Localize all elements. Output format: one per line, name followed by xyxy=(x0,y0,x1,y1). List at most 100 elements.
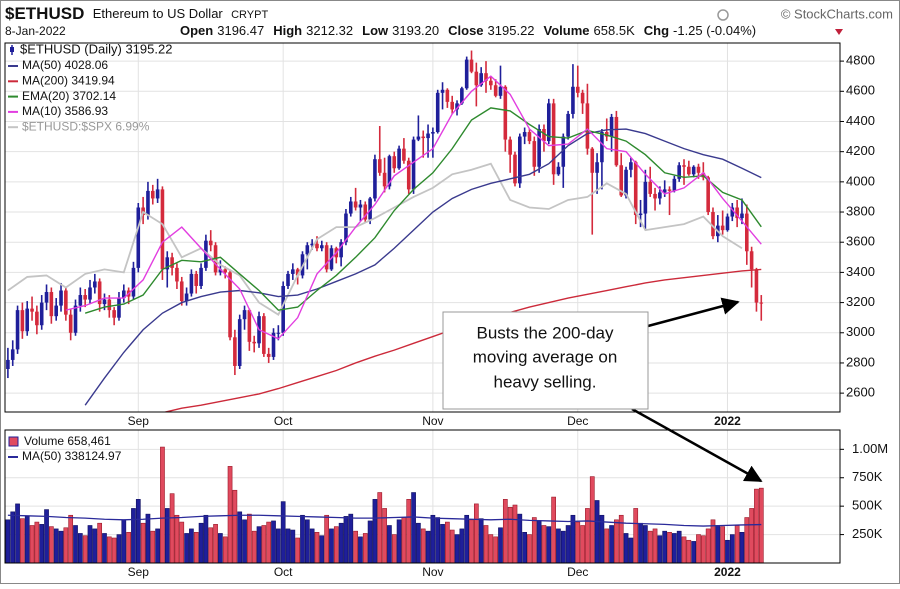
arrow xyxy=(631,407,763,483)
candle-body xyxy=(455,103,459,110)
candle-body xyxy=(546,103,551,142)
volume-bar xyxy=(565,525,571,563)
x-tick-label: 2022 xyxy=(714,565,741,579)
candle-body xyxy=(701,172,706,178)
volume-bar xyxy=(73,525,78,563)
candle-body xyxy=(276,332,281,334)
volume-bar xyxy=(473,503,479,563)
legend-entry: MA(10) 3586.93 xyxy=(22,104,108,118)
volume-bar xyxy=(261,525,267,563)
candle-body xyxy=(237,319,242,366)
volume-bar xyxy=(111,537,117,563)
legend-entry: EMA(20) 3702.14 xyxy=(22,89,116,103)
volume-bar xyxy=(599,514,605,563)
line xyxy=(7,162,743,316)
volume-bar xyxy=(189,528,194,563)
volume-bar xyxy=(449,529,455,563)
candle-body xyxy=(749,251,754,270)
candle-body xyxy=(464,59,469,89)
volume-bar xyxy=(594,500,600,563)
candle-body xyxy=(377,159,382,173)
x-tick-label: 2022 xyxy=(714,414,741,428)
candle-body xyxy=(672,178,677,191)
candle-body xyxy=(93,281,97,288)
volume-bar xyxy=(198,522,204,563)
volume-bar xyxy=(541,525,547,563)
volume-bar xyxy=(106,536,112,563)
volume-bar xyxy=(585,508,590,563)
x-tick-label: Nov xyxy=(422,414,443,428)
candle-body xyxy=(460,88,464,104)
candle-body xyxy=(440,89,445,93)
volume-bar xyxy=(420,528,426,563)
volume-bar xyxy=(290,529,296,563)
volume-bar xyxy=(734,525,740,563)
volume-bar xyxy=(416,522,421,563)
candle-body xyxy=(271,332,276,357)
volume-bar xyxy=(647,530,653,563)
volume-bar xyxy=(53,528,59,563)
volume-bar xyxy=(493,536,499,563)
volume-bar xyxy=(411,492,416,563)
candle-body xyxy=(353,201,358,208)
candle-body xyxy=(392,156,397,169)
stat-value: -1.25 (-0.04%) xyxy=(673,23,756,38)
stat-value: 658.5K xyxy=(594,23,636,38)
line xyxy=(65,75,762,340)
candle-body xyxy=(242,310,247,320)
volume-bar xyxy=(213,524,218,563)
volume-bar xyxy=(739,532,745,563)
x-tick-label: Dec xyxy=(567,565,588,579)
volume-bar xyxy=(333,526,339,563)
volume-bar xyxy=(531,517,537,563)
volume-bar xyxy=(97,522,103,563)
candle-body xyxy=(595,162,599,173)
candle-body xyxy=(754,269,759,303)
candle-body xyxy=(566,113,570,137)
candle-body xyxy=(633,162,638,216)
volume-bar xyxy=(560,530,566,563)
volume-bar xyxy=(401,517,407,563)
legend-entry: MA(200) 3419.94 xyxy=(22,73,115,87)
stat-label: Close xyxy=(448,23,483,38)
volume-bar xyxy=(715,525,721,563)
candle-body xyxy=(146,190,150,216)
candle-body xyxy=(30,308,34,312)
candle-body xyxy=(150,190,155,199)
volume-bar xyxy=(676,530,682,563)
volume-bar xyxy=(720,526,725,563)
candle-body xyxy=(44,292,49,303)
volume-bar xyxy=(445,521,450,563)
volume-bar xyxy=(729,534,735,563)
stat-label: Open xyxy=(180,23,213,38)
candle-body xyxy=(600,132,604,163)
header: $ETHUSD Ethereum to US Dollar CRYPT xyxy=(5,4,268,23)
candle-body xyxy=(88,287,92,300)
volume-bar xyxy=(232,489,238,563)
candle-body xyxy=(542,129,546,142)
candle-body xyxy=(358,204,363,208)
volume-bar xyxy=(285,528,291,563)
stat-value: 3196.47 xyxy=(217,23,264,38)
volume-bar xyxy=(749,508,754,563)
candle-body xyxy=(735,207,739,219)
candle-body xyxy=(484,73,488,81)
volume-bar xyxy=(150,530,156,563)
candle-body xyxy=(218,269,223,273)
candle-body xyxy=(368,198,372,220)
candle-body xyxy=(25,308,30,332)
candle-body xyxy=(373,159,377,199)
volume-bar xyxy=(435,517,441,563)
volume-bar xyxy=(657,535,663,563)
volume-bar xyxy=(575,521,581,563)
candle-body xyxy=(136,207,141,268)
y-tick-label: 750K xyxy=(852,469,883,484)
candle-body xyxy=(73,305,78,333)
volume-bar xyxy=(121,519,127,563)
volume-bar xyxy=(237,511,243,563)
volume-bar xyxy=(92,528,98,563)
legend-swatch xyxy=(10,47,14,52)
candle-body xyxy=(624,169,628,196)
volume-bar xyxy=(135,499,141,563)
